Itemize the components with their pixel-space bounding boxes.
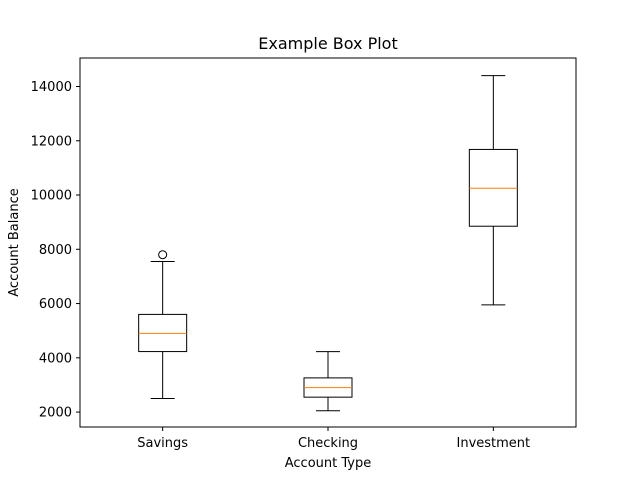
x-axis: Savings Checking Investment — [137, 427, 530, 451]
y-tick-label: 14000 — [31, 80, 72, 95]
y-axis-label: Account Balance — [7, 188, 22, 296]
chart-title: Example Box Plot — [258, 34, 397, 53]
x-tick-label: Checking — [298, 436, 358, 451]
box-group-savings — [138, 250, 188, 400]
x-axis-label: Account Type — [285, 456, 371, 471]
plot-content — [138, 75, 518, 412]
x-tick-label: Savings — [137, 436, 188, 451]
y-tick-label: 10000 — [31, 189, 72, 204]
y-axis: 2000 4000 6000 8000 10000 12000 14000 — [31, 80, 80, 421]
box-group-investment — [468, 75, 518, 306]
y-tick-label: 2000 — [39, 406, 72, 421]
box-group-checking — [303, 351, 353, 412]
y-tick-label: 4000 — [39, 351, 72, 366]
y-tick-label: 12000 — [31, 134, 72, 149]
x-tick-label: Investment — [457, 436, 531, 451]
outlier-point — [158, 250, 168, 260]
y-tick-label: 6000 — [39, 297, 72, 312]
y-tick-label: 8000 — [39, 243, 72, 258]
